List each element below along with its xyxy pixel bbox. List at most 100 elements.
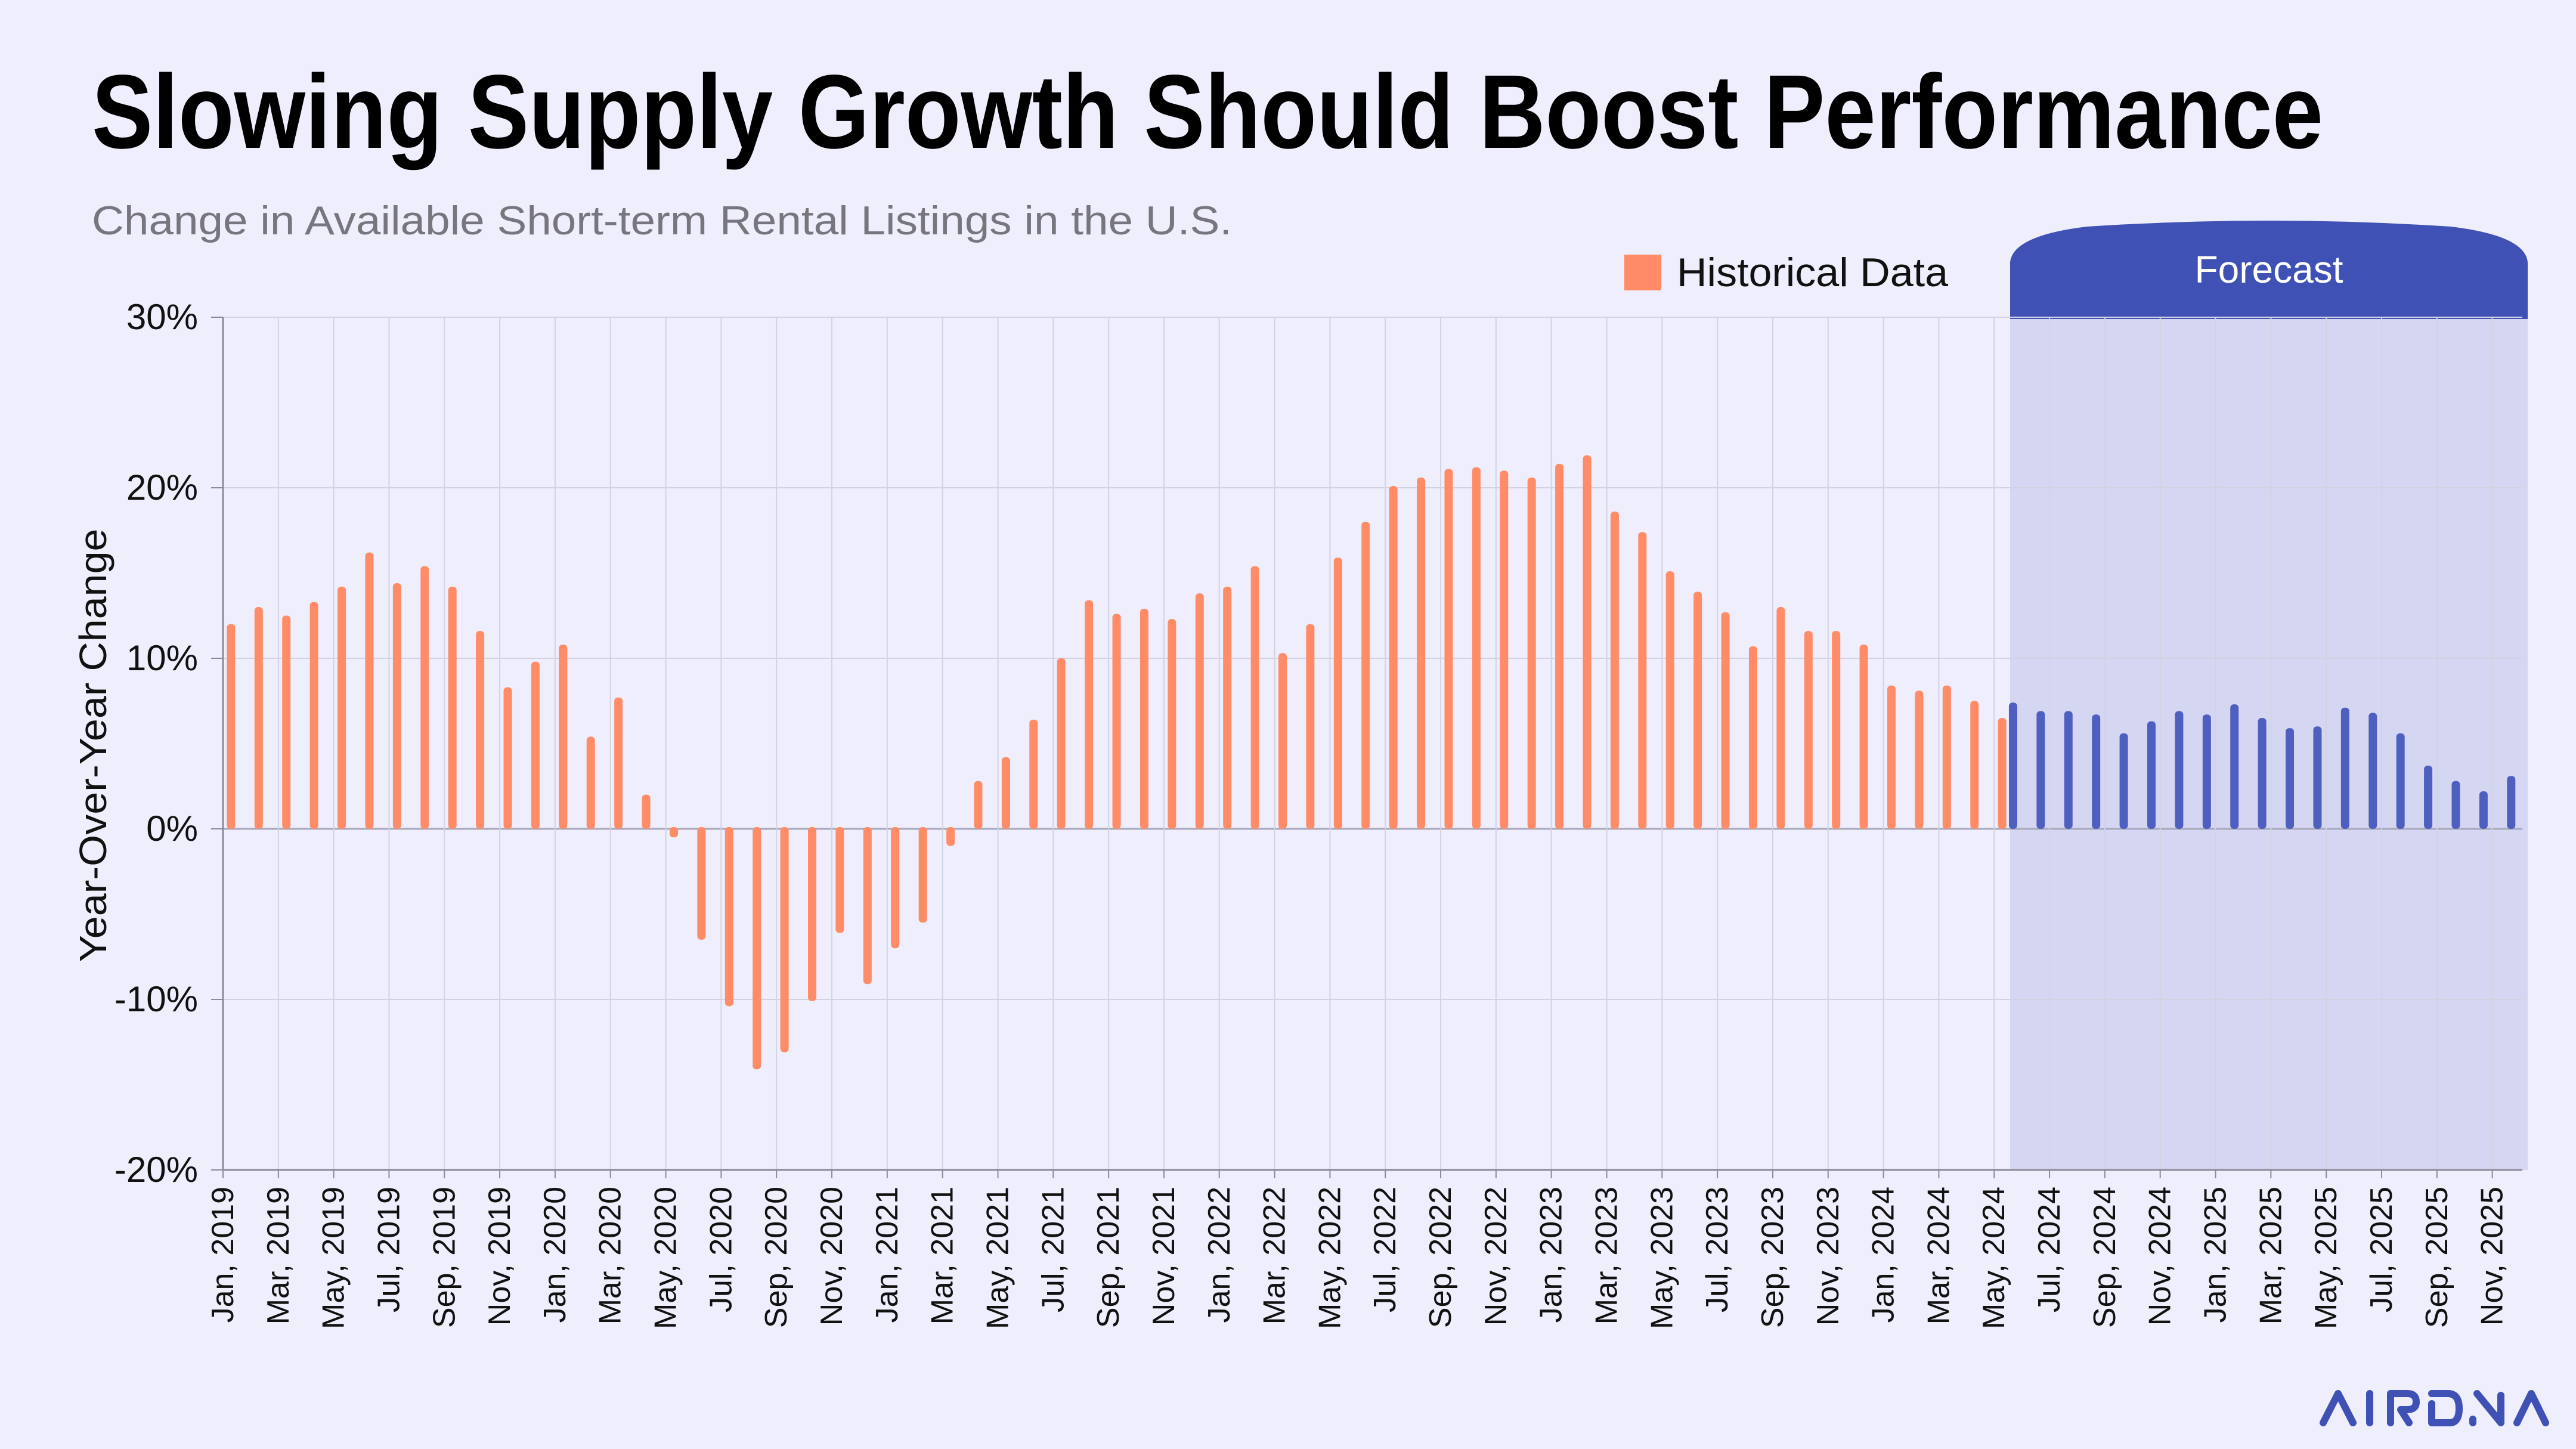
x-tick-label: Jul, 2024 [2032, 1187, 2067, 1312]
bar-historical [448, 586, 457, 829]
bar-historical [1915, 691, 1924, 829]
forecast-header [2010, 221, 2528, 319]
bar-historical [1638, 532, 1647, 829]
x-tick-label: Mar, 2023 [1590, 1187, 1624, 1324]
bar-historical [724, 827, 733, 1007]
x-tick-label: Mar, 2019 [261, 1187, 296, 1324]
bar-forecast [2119, 733, 2128, 829]
bar-historical [669, 827, 678, 838]
x-tick-label: Jul, 2023 [1700, 1187, 1735, 1312]
x-tick-label: May, 2019 [317, 1187, 351, 1329]
x-tick-labels: Jan, 2019 Mar, 2019 May, 2019 Jul, 2019 Sep,… [206, 1187, 2510, 1329]
x-tick-label: Nov, 2020 [815, 1187, 849, 1326]
bar-historical [1444, 469, 1453, 829]
bar-historical [780, 827, 789, 1052]
bar-historical [1500, 470, 1509, 829]
y-tick-label: 0% [146, 809, 198, 849]
x-tick-label: Jan, 2025 [2199, 1187, 2233, 1323]
bar-historical [1306, 624, 1315, 829]
bar-historical [1195, 593, 1204, 829]
x-tick-label: Nov, 2019 [482, 1187, 517, 1326]
x-tick-label: Nov, 2023 [1811, 1187, 1846, 1326]
bar-forecast [2036, 711, 2045, 829]
x-tick-label: May, 2020 [649, 1187, 683, 1329]
bar-historical [476, 631, 485, 829]
bar-historical [697, 827, 706, 940]
x-tick-label: Mar, 2025 [2253, 1187, 2288, 1324]
bar-historical [1665, 571, 1674, 829]
x-tick-label: Jul, 2021 [1036, 1187, 1070, 1312]
bar-historical [753, 827, 761, 1070]
y-tick-label: 10% [126, 638, 198, 678]
legend-label-historical: Historical Data [1677, 250, 1948, 295]
x-tick-label: Jan, 2021 [870, 1187, 905, 1323]
bar-forecast [2451, 781, 2460, 829]
bar-forecast [2175, 711, 2184, 829]
legend: Historical Data [1624, 250, 1948, 295]
bar-forecast [2092, 714, 2101, 829]
bar-historical [946, 827, 955, 846]
bar-historical [1361, 522, 1370, 829]
legend-swatch-historical [1624, 255, 1661, 290]
bar-historical [254, 607, 263, 829]
bar-forecast [2147, 721, 2156, 829]
bar-historical [1001, 757, 1010, 829]
bar-historical [642, 794, 651, 829]
x-tick-label: Sep, 2023 [1755, 1187, 1790, 1328]
bar-historical [863, 827, 872, 984]
bar-forecast [2258, 717, 2267, 829]
page-title: Slowing Supply Growth Should Boost Perfo… [92, 54, 2323, 171]
y-tick-label: 30% [126, 297, 198, 337]
y-tick-label: -10% [114, 979, 198, 1019]
bar-historical [503, 687, 512, 829]
y-tick-label: -20% [114, 1150, 198, 1190]
bar-historical [974, 781, 983, 829]
bar-historical [1417, 477, 1426, 829]
x-tick-label: Jan, 2024 [1866, 1187, 1901, 1323]
x-tick-label: Nov, 2021 [1147, 1187, 1181, 1326]
bar-historical [1278, 653, 1287, 829]
bar-historical [1085, 600, 1094, 829]
x-tick-label: Jan, 2023 [1534, 1187, 1569, 1323]
bar-historical [918, 827, 927, 923]
bar-historical [1832, 631, 1841, 829]
axes [211, 317, 2522, 1178]
bar-historical [1250, 566, 1259, 829]
x-tick-label: Jan, 2020 [538, 1187, 572, 1323]
bar-historical [559, 644, 568, 829]
x-tick-label: Mar, 2024 [1921, 1187, 1956, 1324]
y-tick-labels: 30% 20% 10% 0% -10% -20% [114, 297, 198, 1190]
x-tick-label: Mar, 2020 [593, 1187, 628, 1324]
bar-historical [338, 586, 346, 829]
forecast-label: Forecast [2195, 248, 2343, 291]
bar-historical [835, 827, 844, 933]
x-tick-label: Jul, 2019 [371, 1187, 406, 1312]
x-tick-label: Sep, 2020 [759, 1187, 794, 1328]
bar-historical [420, 566, 429, 829]
bar-historical [282, 615, 291, 829]
x-tick-label: Sep, 2019 [427, 1187, 462, 1328]
bar-historical [891, 827, 900, 949]
bar-historical [1804, 631, 1813, 829]
bar-historical [1583, 455, 1592, 829]
bar-historical [1472, 467, 1481, 829]
bar-historical [1389, 486, 1398, 829]
bar-historical [1942, 685, 1951, 829]
x-tick-label: May, 2023 [1645, 1187, 1679, 1329]
x-tick-label: Nov, 2024 [2143, 1187, 2178, 1326]
forecast-shading [2010, 319, 2528, 1170]
bar-historical [1223, 586, 1232, 829]
x-tick-label: Sep, 2025 [2420, 1187, 2454, 1328]
bar-historical [1887, 685, 1896, 829]
x-tick-label: Jan, 2019 [206, 1187, 240, 1323]
bar-historical [1527, 477, 1536, 829]
bar-historical [227, 624, 236, 829]
x-tick-label: May, 2022 [1312, 1187, 1347, 1329]
bar-forecast [2479, 791, 2488, 829]
x-tick-label: Sep, 2022 [1423, 1187, 1458, 1328]
bar-historical [1057, 658, 1066, 829]
x-tick-label: Mar, 2021 [925, 1187, 960, 1324]
x-tick-label: Jul, 2020 [704, 1187, 738, 1312]
bar-historical [309, 602, 318, 829]
